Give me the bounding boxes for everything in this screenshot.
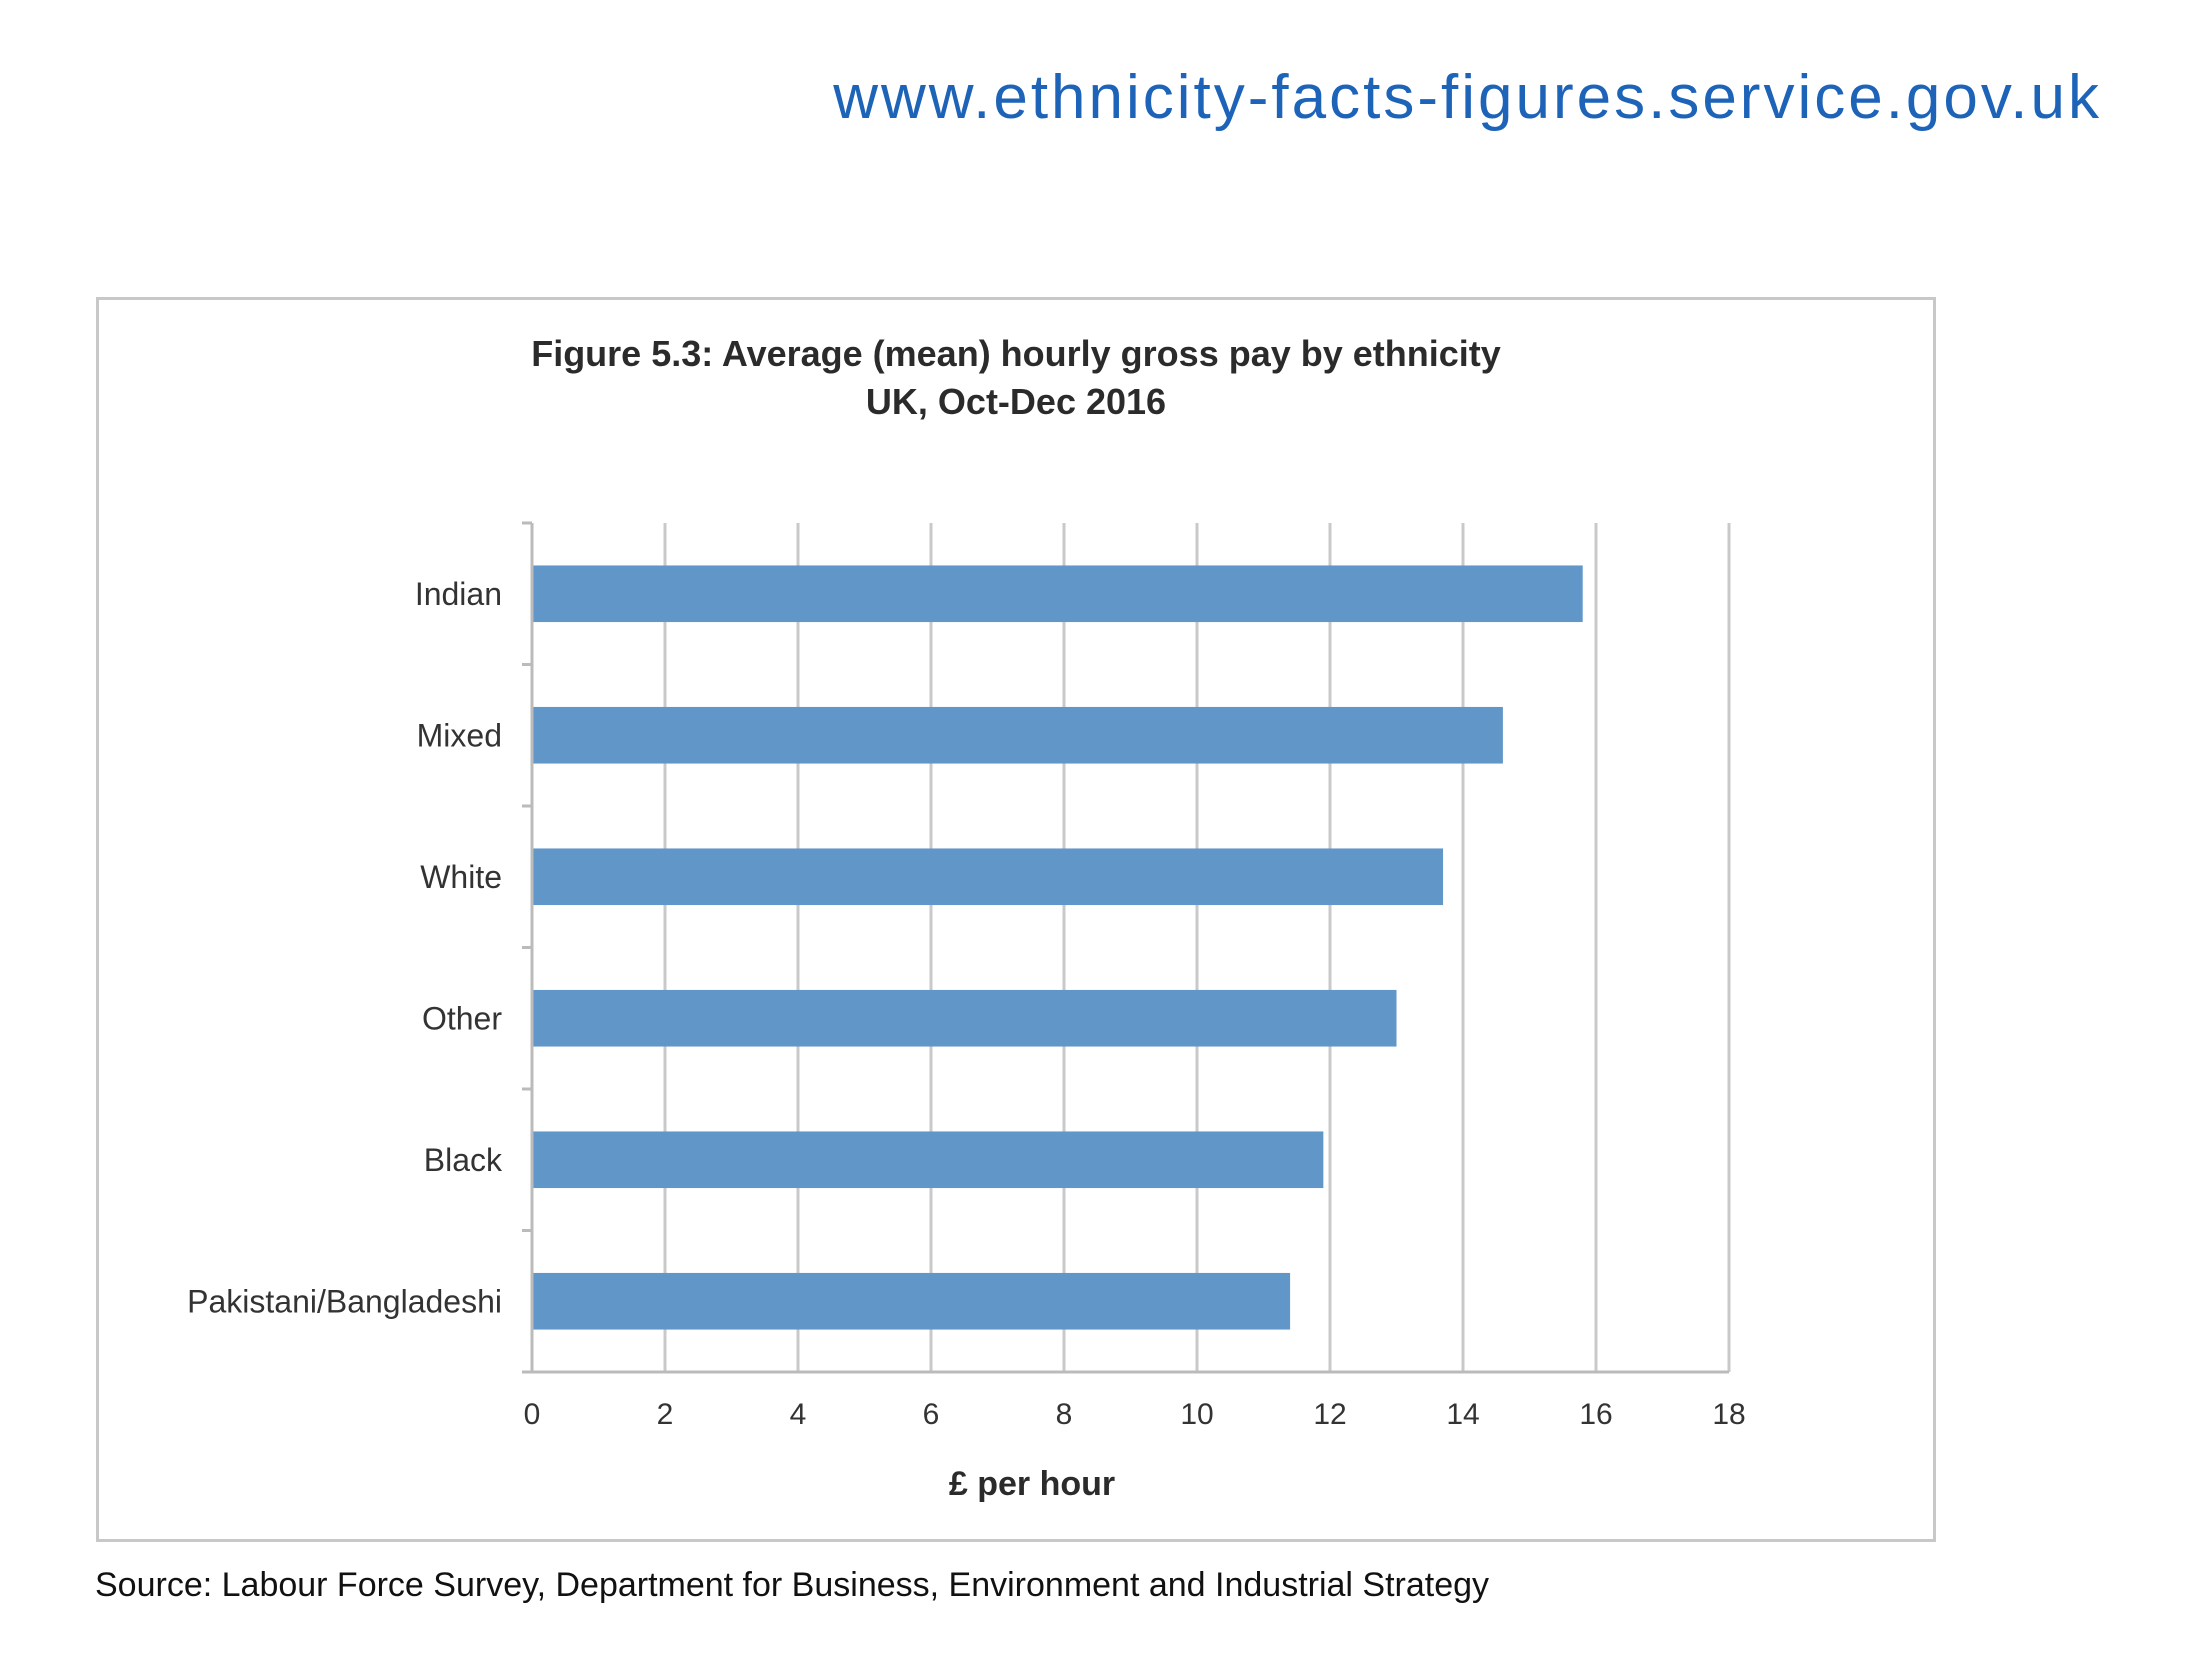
category-label: Black — [424, 1142, 503, 1178]
category-label: Pakistani/Bangladeshi — [187, 1283, 502, 1319]
category-label: White — [420, 859, 502, 895]
bars — [532, 565, 1583, 1330]
chart-frame: Figure 5.3: Average (mean) hourly gross … — [96, 297, 1936, 1542]
bar — [532, 565, 1583, 623]
x-tick-label: 6 — [923, 1398, 940, 1431]
x-tick-label: 12 — [1313, 1398, 1346, 1431]
axes — [522, 521, 1729, 1374]
bar — [532, 1131, 1324, 1189]
x-tick-label: 8 — [1056, 1398, 1073, 1431]
x-axis-label: £ per hour — [949, 1465, 1115, 1503]
chart-subtitle: UK, Oct-Dec 2016 — [865, 381, 1167, 422]
x-tick-label: 16 — [1579, 1398, 1612, 1431]
bar — [532, 1272, 1291, 1330]
x-tick-label: 14 — [1446, 1398, 1479, 1431]
bar — [532, 848, 1444, 906]
category-label: Mixed — [417, 717, 502, 753]
x-tick-label: 2 — [657, 1398, 674, 1431]
x-tick-label: 4 — [790, 1398, 807, 1431]
chart-title-block: Figure 5.3: Average (mean) hourly gross … — [99, 330, 1933, 426]
labels: 0 2 4 6 8 10 12 14 16 18 Indian Mixed White Other Blac… — [187, 576, 1746, 1503]
x-tick-label: 10 — [1180, 1398, 1213, 1431]
bar-chart: 0 2 4 6 8 10 12 14 16 18 Indian Mixed White Other Blac… — [187, 521, 1746, 1503]
chart-title: Figure 5.3: Average (mean) hourly gross … — [531, 333, 1501, 374]
category-label: Indian — [415, 576, 502, 612]
category-label: Other — [422, 1000, 502, 1036]
bar — [532, 706, 1503, 764]
bar — [532, 989, 1397, 1047]
site-url[interactable]: www.ethnicity-facts-figures.service.gov.… — [833, 63, 2102, 132]
x-tick-label: 18 — [1712, 1398, 1745, 1431]
gridlines — [663, 523, 1731, 1372]
source-note: Source: Labour Force Survey, Department … — [95, 1566, 1490, 1604]
x-tick-label: 0 — [524, 1398, 541, 1431]
